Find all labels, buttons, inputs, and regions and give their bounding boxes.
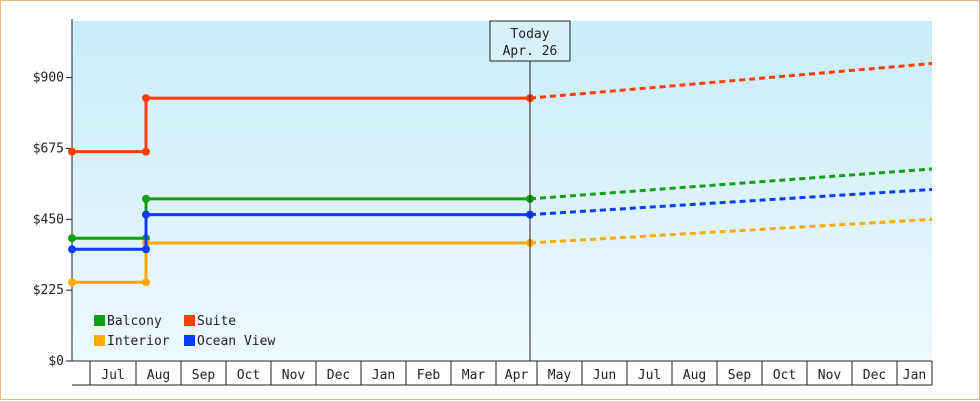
data-point [68,234,76,243]
x-month-label: Oct [237,368,260,383]
x-month-label: Aug [147,368,170,383]
legend-swatch [184,315,195,326]
legend-swatch [94,335,105,346]
x-month-label: Sep [192,368,216,383]
x-month-label: Feb [417,368,441,383]
x-month-label: Sep [728,368,752,383]
x-month-label: Aug [683,368,706,383]
y-tick-label: $900 [33,71,64,86]
projection-line-balcony [529,167,933,201]
legend-swatch [94,315,105,326]
y-tick-label: $675 [33,142,64,157]
x-month-label: May [548,368,572,383]
plot-background [72,21,932,361]
data-point [142,245,150,254]
x-month-label: Nov [282,368,306,383]
x-month-label: Apr [505,368,529,383]
data-point [142,94,150,103]
legend-label: Ocean View [197,334,275,349]
x-month-label: Jan [372,368,395,383]
data-point [142,278,150,287]
x-month-label: Oct [773,368,796,383]
data-point [68,278,76,287]
x-month-label: Nov [818,368,842,383]
data-point [68,245,76,254]
series-line-ocean-view [72,213,530,251]
legend-swatch [184,335,195,346]
projection-line-ocean-view [529,187,933,217]
legend-label: Balcony [107,314,162,329]
today-box [489,20,571,62]
x-month-label: Jul [638,368,661,383]
y-tick-label: $225 [33,283,64,298]
today-date-label: Apr. 26 [503,44,558,59]
projection-line-suite [529,62,933,100]
today-label: Today [510,27,549,42]
projection-line-interior [529,217,933,245]
y-tick-label: $0 [48,354,64,369]
data-point [68,147,76,156]
series-line-interior [72,241,530,284]
series-line-suite [72,96,530,154]
data-point [142,210,150,219]
data-point [142,147,150,156]
x-month-label: Mar [462,368,486,383]
legend-label: Suite [197,314,236,329]
x-month-label: Jul [101,368,124,383]
data-point [142,194,150,203]
x-month-label: Dec [863,368,886,383]
x-month-label: Jun [593,368,616,383]
x-month-label: Jan [903,368,926,383]
y-tick-label: $450 [33,212,64,227]
legend-label: Interior [107,334,170,349]
x-month-label: Dec [327,368,350,383]
